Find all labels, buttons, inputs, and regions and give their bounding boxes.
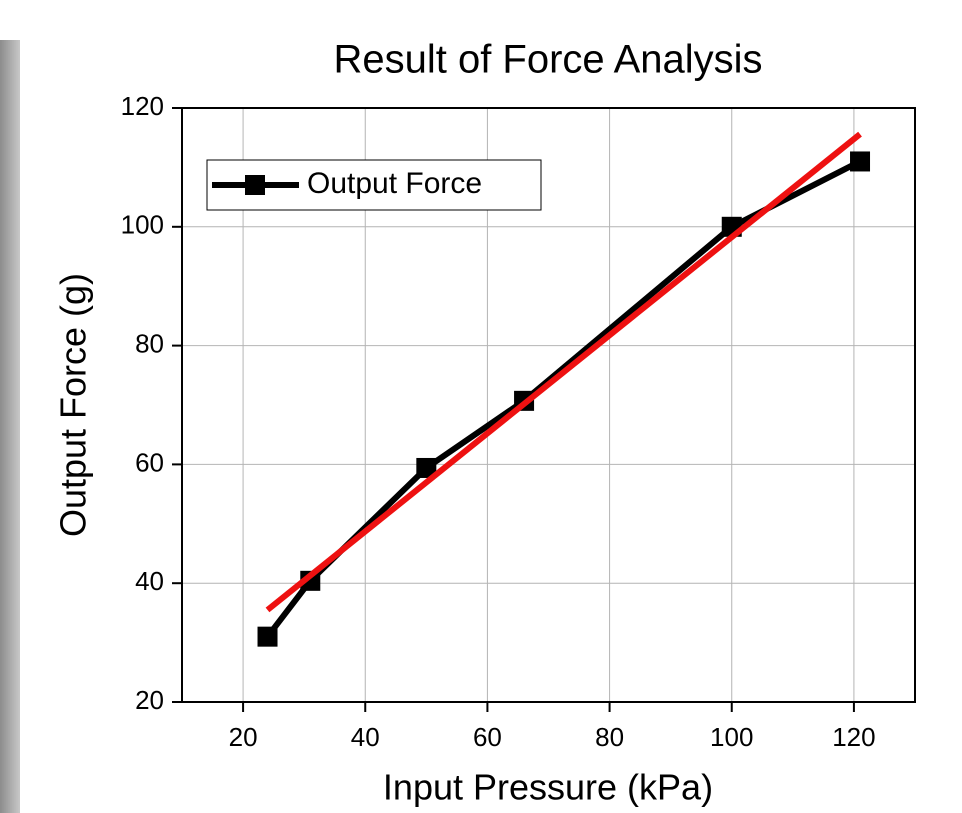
x-tick-label: 100 (710, 722, 753, 752)
y-axis-label: Output Force (g) (53, 273, 94, 537)
y-tick-label: 100 (121, 210, 164, 240)
x-tick-label: 20 (229, 722, 258, 752)
photo-edge (0, 40, 20, 813)
legend-marker (245, 175, 265, 195)
chart-title: Result of Force Analysis (333, 38, 762, 82)
series-line (265, 158, 862, 639)
x-axis-label: Input Pressure (kPa) (383, 767, 713, 808)
y-tick-label: 40 (135, 566, 164, 596)
x-tick-label: 80 (595, 722, 624, 752)
x-tick-label: 40 (351, 722, 380, 752)
fit-line (265, 131, 862, 613)
y-tick-label: 60 (135, 447, 164, 477)
legend-label: Output Force (307, 167, 482, 200)
y-tick-label: 120 (121, 91, 164, 121)
marker (257, 626, 278, 647)
x-tick-label: 120 (832, 722, 875, 752)
plot-frame (181, 107, 916, 703)
marker (416, 457, 437, 478)
marker (850, 151, 871, 172)
x-tick-label: 60 (473, 722, 502, 752)
y-tick-label: 80 (135, 328, 164, 358)
y-tick-label: 20 (135, 685, 164, 715)
